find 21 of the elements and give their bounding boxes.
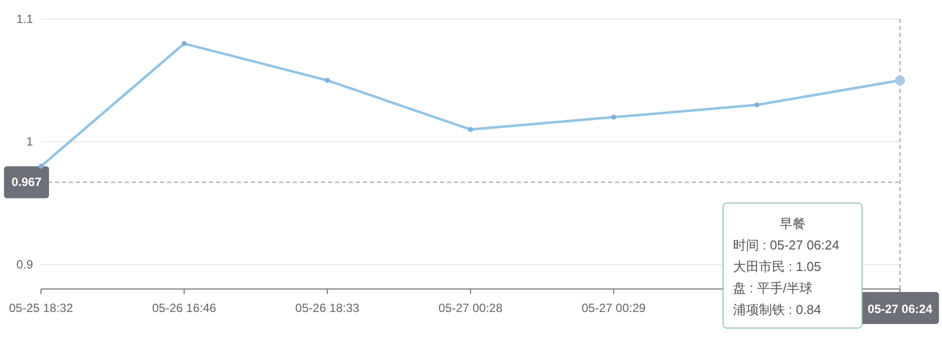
annotation: 时间 : 05-27 06:24 [733,238,840,252]
point [754,102,760,108]
y-tick-label: 1.1 [16,12,34,26]
x-tick-label: 05-26 18:33 [295,301,360,315]
point [38,164,44,169]
y-tick-label: 1 [26,134,34,149]
x-tick-label: 05-27 00:28 [438,301,503,315]
point [611,114,616,120]
annotation: 早餐 [780,216,806,231]
point [182,41,187,46]
x-tick-label: 05-27 06:24 [868,302,933,316]
annotation: 大田市民 : 1.05 [733,259,822,274]
text: 浦项制铁 : 0.84 [733,302,822,317]
x-tick-label: 05-25 18:32 [8,301,74,315]
x-tick-label: 05-26 16:46 [152,301,217,315]
x-tick-label: 05-27 00:29 [582,301,646,315]
y-tick-label: 0.9 [16,257,34,272]
ref-line-label: 0.967 [11,175,42,190]
annotation: 盘 : 平手/半球 [733,280,812,296]
point [468,126,473,132]
point [324,78,330,83]
